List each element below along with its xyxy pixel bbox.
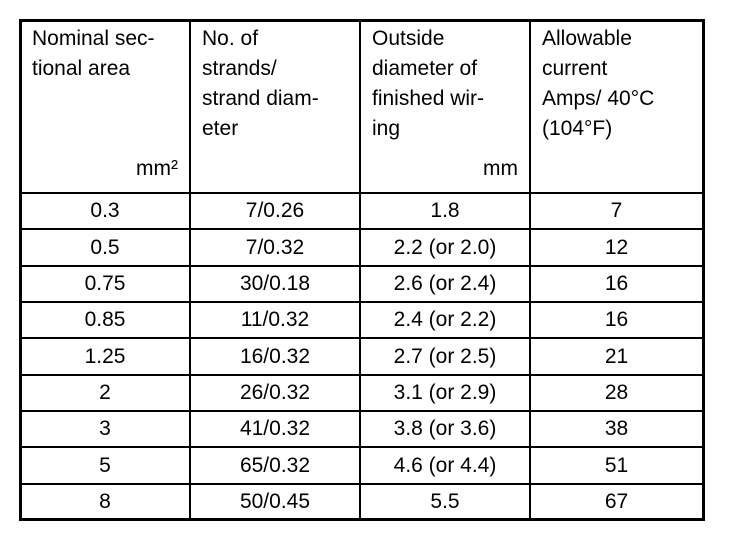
border	[702, 19, 705, 521]
cell: 50/0.45	[239, 489, 311, 513]
cell: 2.2 (or 2.0)	[393, 235, 497, 259]
header-unit: mm	[483, 157, 518, 180]
header-text: tional area	[32, 57, 131, 80]
cell: 67	[604, 489, 629, 513]
cell: 3.8 (or 3.6)	[393, 417, 497, 441]
cell: 12	[604, 235, 629, 259]
row-rule	[20, 228, 704, 231]
cell: 3	[99, 417, 111, 441]
cell: 2.7 (or 2.5)	[393, 344, 497, 368]
header-text: strands/	[202, 57, 277, 80]
header-text: strand diam-	[202, 87, 319, 110]
header-text: eter	[202, 117, 239, 140]
cell: 41/0.32	[239, 417, 311, 441]
header-text: Amps/ 40°C	[542, 87, 655, 110]
row-rule	[20, 192, 704, 194]
header-text: diameter of	[372, 57, 478, 80]
cell: 2.4 (or 2.2)	[393, 308, 497, 332]
cell: 5	[99, 453, 111, 477]
cell: 51	[604, 453, 629, 477]
cell: 8	[99, 489, 111, 513]
header-text: finished wir-	[372, 87, 485, 110]
column-rule	[359, 20, 361, 520]
header-text: Outside	[372, 27, 445, 50]
row-rule	[20, 373, 704, 376]
row-rule	[20, 446, 704, 449]
cell: 0.85	[84, 308, 126, 332]
cell: 3.1 (or 2.9)	[393, 380, 497, 404]
cell: 16	[604, 271, 629, 295]
column-rule	[189, 20, 191, 520]
cell: 28	[604, 380, 629, 404]
cell: 16/0.32	[239, 344, 311, 368]
cell: 65/0.32	[239, 453, 311, 477]
cell: 38	[604, 417, 629, 441]
header-text: current	[542, 57, 608, 80]
header-text: Allowable	[542, 27, 632, 50]
cell: 7/0.26	[245, 199, 305, 223]
cell: 1.25	[84, 344, 126, 368]
cell: 0.3	[90, 199, 120, 223]
header-unit: mm²	[136, 157, 178, 180]
row-rule	[20, 337, 704, 340]
cell: 11/0.32	[240, 308, 310, 332]
cell: 26/0.32	[239, 380, 311, 404]
row-rule	[20, 264, 704, 267]
cell: 16	[604, 308, 629, 332]
cell: 7/0.32	[245, 235, 305, 259]
cell: 7	[610, 199, 623, 223]
row-rule	[20, 482, 704, 485]
column-rule	[529, 20, 531, 520]
cell: 1.8	[430, 199, 460, 223]
header-text: Nominal sec-	[32, 27, 155, 50]
header-text: (104°F)	[542, 117, 613, 140]
cell: 2	[99, 380, 111, 404]
header-text: No. of	[202, 27, 259, 50]
border	[20, 518, 705, 521]
cell: 5.5	[430, 489, 460, 513]
border	[20, 19, 705, 22]
header-text: ing	[372, 117, 401, 140]
cell: 4.6 (or 4.4)	[393, 453, 497, 477]
cell: 0.5	[90, 235, 120, 259]
row-rule	[20, 301, 704, 303]
cell: 0.75	[84, 271, 126, 295]
cell: 30/0.18	[239, 271, 311, 295]
border	[19, 19, 22, 521]
row-rule	[20, 410, 704, 412]
cell: 21	[604, 344, 629, 368]
cell: 2.6 (or 2.4)	[393, 271, 497, 295]
